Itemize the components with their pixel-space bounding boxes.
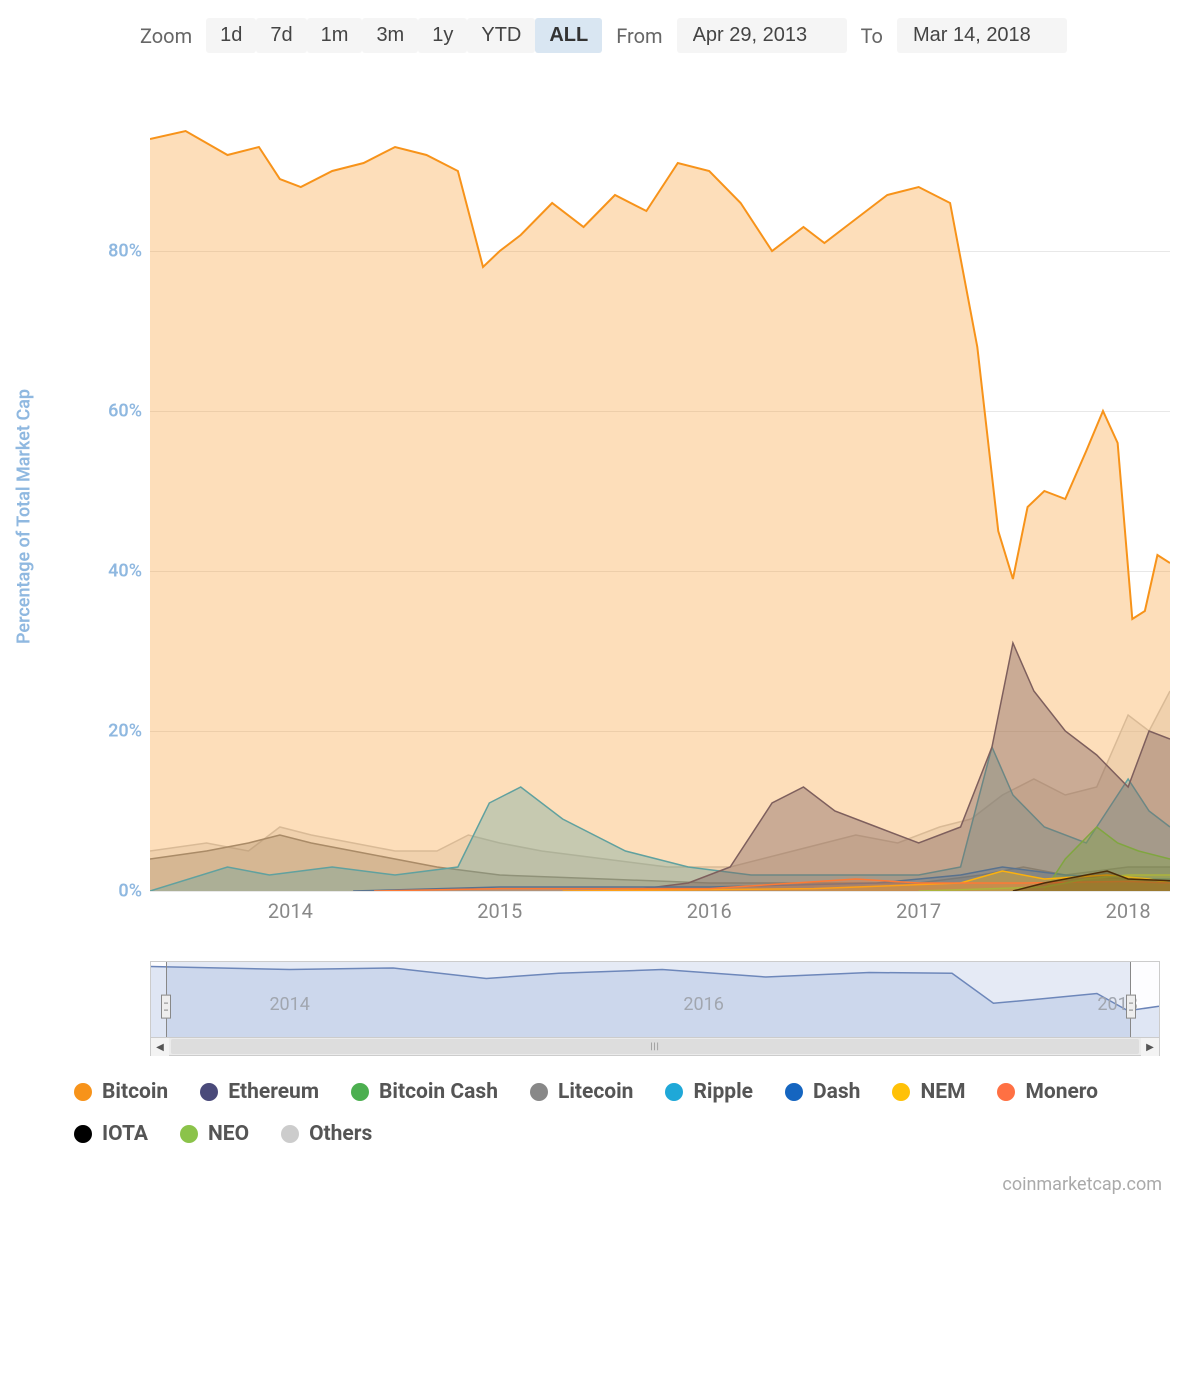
x-tick-label: 2017 bbox=[896, 899, 941, 923]
from-label: From bbox=[616, 24, 662, 48]
plot-area[interactable] bbox=[150, 91, 1170, 891]
legend-label: NEM bbox=[920, 1080, 965, 1104]
gridline bbox=[150, 891, 1170, 892]
y-tick-label: 80% bbox=[108, 241, 142, 262]
legend-dot-icon bbox=[892, 1083, 910, 1101]
y-tick-label: 60% bbox=[108, 401, 142, 422]
series-area-bitcoin bbox=[150, 131, 1170, 891]
navigator-scrollbar[interactable]: ◀ ||| ▶ bbox=[151, 1037, 1159, 1055]
legend-item-nem[interactable]: NEM bbox=[892, 1080, 965, 1104]
legend-dot-icon bbox=[530, 1083, 548, 1101]
to-date-input[interactable] bbox=[897, 18, 1067, 53]
legend-item-litecoin[interactable]: Litecoin bbox=[530, 1080, 634, 1104]
from-date-input[interactable] bbox=[677, 18, 847, 53]
scroll-left-icon[interactable]: ◀ bbox=[151, 1038, 169, 1056]
legend-item-ethereum[interactable]: Ethereum bbox=[200, 1080, 319, 1104]
navigator[interactable]: 201420162018 ◀ ||| ▶ bbox=[150, 961, 1160, 1056]
zoom-1y-button[interactable]: 1y bbox=[418, 18, 467, 53]
y-tick-label: 0% bbox=[118, 881, 142, 902]
legend-item-monero[interactable]: Monero bbox=[997, 1080, 1098, 1104]
x-tick-label: 2018 bbox=[1106, 899, 1151, 923]
legend-item-ripple[interactable]: Ripple bbox=[665, 1080, 753, 1104]
legend-item-neo[interactable]: NEO bbox=[180, 1122, 249, 1146]
zoom-1m-button[interactable]: 1m bbox=[307, 18, 363, 53]
legend-dot-icon bbox=[351, 1083, 369, 1101]
legend-dot-icon bbox=[180, 1125, 198, 1143]
legend-label: IOTA bbox=[102, 1122, 148, 1146]
legend-label: Monero bbox=[1025, 1080, 1098, 1104]
navigator-handle-right[interactable] bbox=[1126, 994, 1136, 1018]
legend-label: Ethereum bbox=[228, 1080, 319, 1104]
legend-dot-icon bbox=[785, 1083, 803, 1101]
legend-item-iota[interactable]: IOTA bbox=[74, 1122, 148, 1146]
y-axis-title: Percentage of Total Market Cap bbox=[14, 389, 35, 644]
zoom-7d-button[interactable]: 7d bbox=[256, 18, 306, 53]
x-tick-label: 2016 bbox=[687, 899, 732, 923]
legend-label: Ripple bbox=[693, 1080, 753, 1104]
legend-dot-icon bbox=[200, 1083, 218, 1101]
zoom-3m-button[interactable]: 3m bbox=[362, 18, 418, 53]
zoom-all-button[interactable]: ALL bbox=[535, 18, 602, 53]
zoom-controls: Zoom 1d7d1m3m1yYTDALL From To bbox=[10, 10, 1170, 61]
zoom-label: Zoom bbox=[140, 24, 192, 48]
legend-label: NEO bbox=[208, 1122, 249, 1146]
legend-label: Bitcoin bbox=[102, 1080, 168, 1104]
zoom-ytd-button[interactable]: YTD bbox=[467, 18, 535, 53]
x-tick-label: 2015 bbox=[477, 899, 522, 923]
legend-label: Others bbox=[309, 1122, 372, 1146]
legend-dot-icon bbox=[281, 1125, 299, 1143]
scroll-right-icon[interactable]: ▶ bbox=[1141, 1038, 1159, 1056]
legend-item-others[interactable]: Others bbox=[281, 1122, 372, 1146]
x-tick-label: 2014 bbox=[268, 899, 313, 923]
y-tick-label: 40% bbox=[108, 561, 142, 582]
legend-dot-icon bbox=[74, 1083, 92, 1101]
legend-item-bitcoin-cash[interactable]: Bitcoin Cash bbox=[351, 1080, 498, 1104]
legend-label: Litecoin bbox=[558, 1080, 634, 1104]
navigator-handle-left[interactable] bbox=[161, 994, 171, 1018]
scroll-track[interactable]: ||| bbox=[169, 1038, 1141, 1055]
navigator-selection[interactable] bbox=[166, 962, 1131, 1037]
legend-dot-icon bbox=[997, 1083, 1015, 1101]
legend-item-dash[interactable]: Dash bbox=[785, 1080, 860, 1104]
to-label: To bbox=[861, 24, 883, 48]
legend-label: Bitcoin Cash bbox=[379, 1080, 498, 1104]
legend-label: Dash bbox=[813, 1080, 860, 1104]
legend-dot-icon bbox=[665, 1083, 683, 1101]
zoom-1d-button[interactable]: 1d bbox=[206, 18, 256, 53]
legend: Bitcoin Ethereum Bitcoin Cash Litecoin Rippl… bbox=[10, 1056, 1170, 1154]
scroll-thumb[interactable]: ||| bbox=[171, 1039, 1139, 1054]
market-dominance-chart: Percentage of Total Market Cap 0%20%40%6… bbox=[30, 61, 1170, 951]
attribution: coinmarketcap.com bbox=[10, 1154, 1170, 1199]
y-tick-label: 20% bbox=[108, 721, 142, 742]
legend-item-bitcoin[interactable]: Bitcoin bbox=[74, 1080, 168, 1104]
legend-dot-icon bbox=[74, 1125, 92, 1143]
